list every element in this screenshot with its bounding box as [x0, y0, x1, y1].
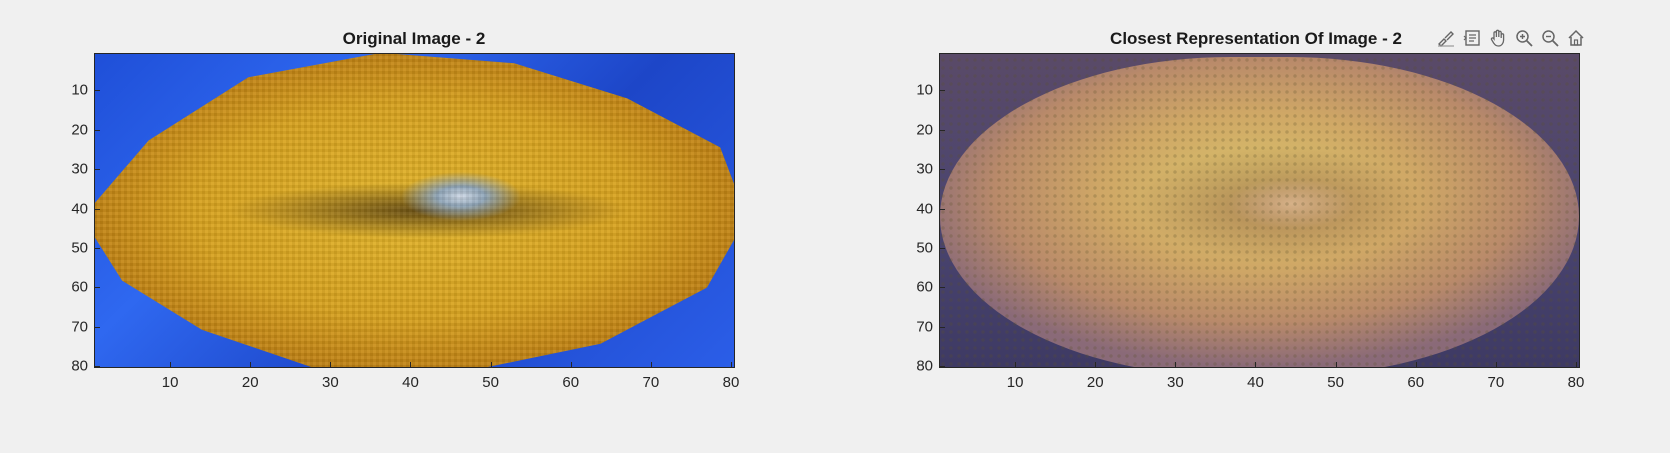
- y-tick-mark: [939, 287, 945, 289]
- x-tick-mark: [650, 362, 652, 368]
- home-icon[interactable]: [1565, 27, 1587, 49]
- x-tick-label: 30: [1167, 374, 1184, 391]
- y-tick-label: 10: [71, 81, 88, 99]
- x-tick-label: 40: [1247, 374, 1264, 391]
- axes-title: Closest Representation Of Image - 2: [1110, 29, 1402, 48]
- x-tick-label: 80: [1567, 374, 1585, 391]
- x-tick-label: 30: [322, 374, 339, 391]
- y-tick-mark: [94, 129, 100, 131]
- y-tick-mark: [94, 326, 100, 328]
- x-tick-label: 20: [241, 374, 259, 391]
- y-tick-mark: [94, 208, 100, 210]
- y-tick-label: 80: [916, 357, 933, 375]
- x-tick-label: 50: [1327, 374, 1344, 391]
- y-tick-mark: [939, 90, 945, 92]
- x-tick-mark: [330, 362, 332, 368]
- y-tick-mark: [939, 129, 945, 131]
- pan-hand-icon[interactable]: [1487, 27, 1509, 49]
- image-plot-reconstruction[interactable]: [939, 53, 1580, 368]
- x-tick-label: 10: [161, 374, 179, 391]
- y-tick-label: 40: [916, 200, 933, 218]
- y-tick-mark: [94, 90, 100, 92]
- axes-title: Original Image - 2: [342, 29, 486, 48]
- y-tick-label: 30: [916, 160, 933, 178]
- y-tick-mark: [94, 366, 100, 368]
- y-tick-label: 50: [916, 239, 933, 257]
- y-tick-label: 20: [71, 121, 88, 139]
- y-tick-mark: [939, 169, 945, 171]
- x-tick-mark: [730, 362, 732, 368]
- x-tick-mark: [1095, 362, 1097, 368]
- y-tick-label: 50: [71, 239, 88, 257]
- y-tick-label: 80: [71, 357, 88, 375]
- y-tick-mark: [939, 366, 945, 368]
- x-tick-mark: [490, 362, 492, 368]
- y-tick-mark: [939, 326, 945, 328]
- x-tick-mark: [570, 362, 572, 368]
- brush-icon[interactable]: [1435, 27, 1457, 49]
- y-tick-label: 60: [71, 278, 88, 296]
- x-tick-mark: [1495, 362, 1497, 368]
- y-tick-mark: [94, 247, 100, 249]
- y-tick-label: 10: [916, 81, 933, 99]
- x-tick-label: 60: [1407, 374, 1425, 391]
- axes-original-image: Original Image - 2 10 20 30 40 50 60 70 80 10 20 3…: [71, 29, 740, 391]
- data-tip-icon[interactable]: [1461, 27, 1483, 49]
- x-tick-mark: [410, 362, 412, 368]
- x-tick-mark: [1015, 362, 1017, 368]
- y-tick-label: 20: [916, 121, 933, 139]
- x-tick-mark: [250, 362, 252, 368]
- y-tick-label: 40: [71, 200, 88, 218]
- y-tick-label: 70: [916, 318, 933, 336]
- y-tick-mark: [939, 247, 945, 249]
- x-tick-mark: [1575, 362, 1577, 368]
- x-tick-label: 10: [1006, 374, 1024, 391]
- x-tick-label: 20: [1086, 374, 1104, 391]
- x-tick-mark: [1335, 362, 1337, 368]
- x-tick-mark: [1415, 362, 1417, 368]
- x-tick-mark: [170, 362, 172, 368]
- y-tick-label: 70: [71, 318, 88, 336]
- y-tick-mark: [94, 287, 100, 289]
- axes-toolbar: [1435, 27, 1587, 49]
- x-tick-label: 70: [642, 374, 660, 391]
- y-tick-mark: [939, 208, 945, 210]
- x-tick-label: 70: [1487, 374, 1505, 391]
- zoom-in-icon[interactable]: [1513, 27, 1535, 49]
- fruit-image: [940, 57, 1579, 367]
- x-tick-label: 40: [402, 374, 419, 391]
- x-tick-mark: [1175, 362, 1177, 368]
- y-tick-mark: [94, 169, 100, 171]
- x-tick-label: 50: [482, 374, 499, 391]
- y-tick-label: 60: [916, 278, 933, 296]
- x-tick-label: 60: [562, 374, 580, 391]
- x-tick-mark: [1255, 362, 1257, 368]
- zoom-out-icon[interactable]: [1539, 27, 1561, 49]
- x-tick-label: 80: [722, 374, 740, 391]
- y-tick-label: 30: [71, 160, 88, 178]
- image-plot-original[interactable]: [94, 53, 735, 368]
